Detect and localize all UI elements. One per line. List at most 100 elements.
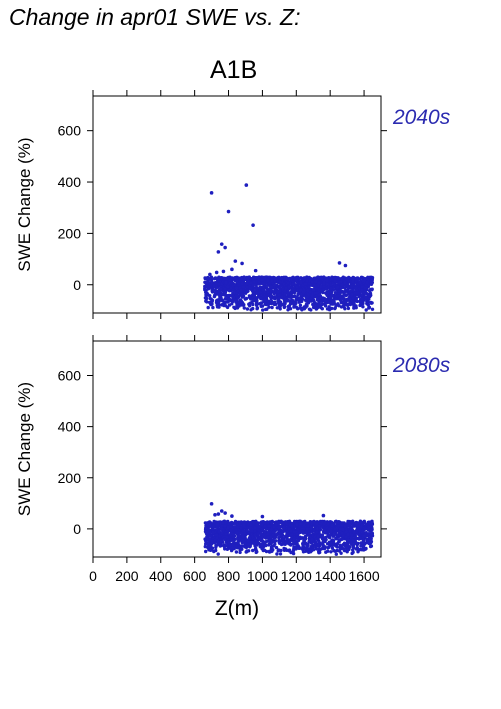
data-point [317, 540, 321, 544]
data-point-outlier [208, 272, 212, 277]
data-point [314, 307, 318, 311]
data-point [370, 280, 374, 285]
data-point [232, 535, 236, 539]
data-point [344, 527, 348, 531]
data-point [292, 301, 296, 305]
data-point [298, 522, 303, 526]
data-point [318, 526, 322, 530]
data-point [290, 524, 294, 528]
data-point [219, 526, 224, 531]
data-point [231, 532, 236, 536]
data-point [243, 297, 247, 301]
data-point [349, 520, 353, 524]
data-point [315, 522, 319, 526]
data-point [231, 546, 235, 550]
data-point [343, 524, 347, 529]
data-point [276, 525, 281, 530]
data-point [280, 533, 284, 537]
data-point [315, 530, 319, 534]
data-point [252, 279, 257, 284]
data-point [329, 550, 333, 554]
data-point-outlier [226, 209, 231, 214]
data-point [355, 299, 359, 303]
data-point [210, 539, 214, 543]
data-point [294, 278, 298, 283]
data-point-outlier [251, 223, 255, 227]
data-point [334, 303, 338, 308]
data-point [283, 289, 287, 293]
data-point [259, 304, 263, 308]
data-point [363, 286, 368, 290]
data-point [237, 304, 241, 308]
data-point [301, 290, 306, 295]
data-point [351, 550, 355, 554]
data-point [348, 529, 352, 533]
data-point [364, 522, 368, 527]
data-point [283, 300, 287, 305]
data-point [344, 530, 349, 534]
data-point [333, 279, 337, 283]
data-point [369, 528, 374, 532]
data-point [358, 280, 362, 285]
data-point [368, 541, 372, 545]
data-point [358, 536, 362, 541]
data-point [331, 534, 335, 538]
data-point [289, 301, 293, 306]
data-point [287, 285, 291, 289]
data-point [306, 276, 310, 280]
data-point [313, 291, 317, 295]
x-tick-label: 600 [183, 568, 207, 584]
data-point [255, 286, 259, 290]
data-point [360, 293, 364, 297]
data-point [218, 287, 223, 291]
data-point [350, 284, 355, 289]
data-point [295, 289, 300, 293]
data-point [303, 282, 308, 286]
data-point [247, 536, 252, 540]
data-point [349, 542, 354, 546]
data-point [206, 277, 211, 282]
data-point [220, 292, 224, 296]
data-point [286, 291, 290, 296]
data-point [365, 280, 369, 285]
data-point [219, 539, 224, 543]
data-point [228, 281, 232, 285]
data-point [306, 288, 310, 293]
data-point [360, 529, 365, 534]
data-point [215, 305, 220, 309]
period-label-2040s: 2040s [393, 106, 451, 129]
data-point [213, 276, 218, 280]
y-tick-label: 200 [58, 470, 82, 486]
data-point [214, 533, 219, 537]
data-point [354, 306, 358, 310]
data-point [234, 550, 239, 554]
data-point [360, 297, 364, 301]
data-point [338, 543, 343, 547]
x-tick-label: 1000 [247, 568, 278, 584]
data-point [284, 286, 288, 290]
data-point [282, 525, 286, 530]
data-point [304, 302, 309, 307]
data-point [337, 289, 341, 293]
data-point [260, 535, 264, 539]
data-point [337, 281, 341, 285]
data-point [270, 305, 274, 310]
data-point [323, 545, 327, 549]
data-point [262, 548, 267, 552]
data-point [255, 291, 260, 295]
y-tick-label: 600 [58, 368, 82, 384]
data-point [334, 297, 338, 301]
data-point [254, 303, 259, 307]
data-point [298, 303, 303, 307]
data-point-outlier [214, 270, 219, 275]
y-tick-label: 0 [73, 521, 81, 537]
data-point [216, 292, 220, 296]
data-point [245, 528, 249, 533]
y-tick-label: 400 [58, 174, 82, 190]
data-point [260, 278, 264, 282]
data-point [239, 288, 243, 293]
data-point [289, 529, 293, 533]
data-point [301, 550, 306, 554]
data-point [237, 545, 241, 550]
data-point [361, 305, 365, 309]
